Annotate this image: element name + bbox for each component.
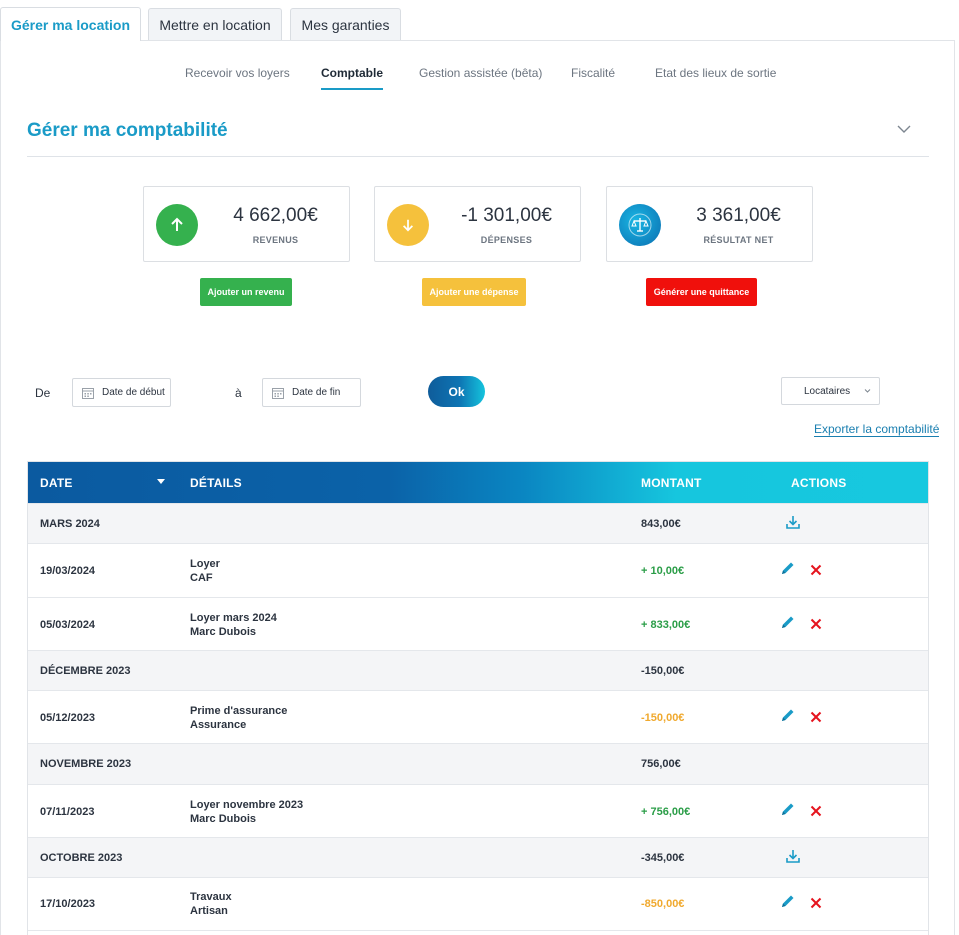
- subnav-recevoir-vos-loyers[interactable]: Recevoir vos loyers: [185, 66, 290, 80]
- group-month: DÉCEMBRE 2023: [40, 665, 131, 677]
- download-icon[interactable]: [785, 514, 801, 530]
- resultat-amount: 3 361,00€: [696, 205, 781, 226]
- table-row: 19/03/2024 Loyer CAF + 10,00€: [28, 543, 928, 597]
- subnav-comptable[interactable]: Comptable: [321, 66, 384, 90]
- revenus-label: REVENUS: [252, 235, 299, 245]
- end-date-field[interactable]: Date de fin: [262, 378, 361, 407]
- resultat-label: RÉSULTAT NET: [703, 235, 774, 245]
- entry-detail-sub: CAF: [190, 572, 213, 584]
- table-row: 05/03/2024 Loyer mars 2024 Marc Dubois +…: [28, 597, 928, 650]
- entry-amount: + 833,00€: [641, 619, 691, 631]
- edit-pencil-icon[interactable]: [780, 614, 796, 630]
- ok-button[interactable]: Ok: [428, 376, 485, 407]
- group-amount: 756,00€: [641, 758, 681, 770]
- add-expense-button[interactable]: Ajouter une dépense: [422, 278, 526, 306]
- from-label: De: [35, 386, 51, 400]
- edit-pencil-icon[interactable]: [780, 707, 796, 723]
- entry-detail-title: Loyer: [190, 558, 220, 570]
- entry-detail-title: Prime d'assurance: [190, 705, 288, 717]
- group-month: MARS 2024: [40, 518, 100, 530]
- header-details: DÉTAILS: [190, 476, 242, 490]
- header-actions: ACTIONS: [791, 476, 847, 490]
- calendar-icon: [82, 387, 94, 399]
- top-tabs: Gérer ma location Mettre en location Mes…: [0, 0, 959, 42]
- table-group-row: MARS 2024 843,00€: [28, 503, 928, 543]
- entry-detail-sub: Assurance: [190, 719, 247, 731]
- summary-card-depenses: -1 301,00€ DÉPENSES: [374, 186, 581, 262]
- entry-amount: + 10,00€: [641, 565, 685, 577]
- delete-x-icon[interactable]: [810, 711, 822, 723]
- entry-date: 07/11/2023: [40, 806, 95, 818]
- edit-pencil-icon[interactable]: [780, 801, 796, 817]
- arrow-down-icon: [387, 204, 429, 246]
- header-date[interactable]: DATE: [40, 476, 73, 490]
- chevron-down-icon[interactable]: [897, 124, 911, 134]
- entry-detail-title: Loyer novembre 2023: [190, 799, 304, 811]
- entry-detail-sub: Artisan: [190, 905, 228, 917]
- table-header: DATE DÉTAILS MONTANT ACTIONS: [28, 462, 928, 503]
- sort-caret-icon[interactable]: [157, 479, 165, 484]
- entry-amount: -850,00€: [641, 898, 685, 910]
- entry-date: 19/03/2024: [40, 565, 96, 577]
- add-revenue-button[interactable]: Ajouter un revenu: [200, 278, 292, 306]
- end-date-placeholder: Date de fin: [292, 387, 341, 398]
- entry-date: 05/03/2024: [40, 619, 96, 631]
- entry-date: 05/12/2023: [40, 712, 96, 724]
- delete-x-icon[interactable]: [810, 618, 822, 630]
- section-divider: [27, 156, 929, 157]
- table-row: 17/10/2023 Travaux Artisan -850,00€: [28, 877, 928, 931]
- depenses-amount: -1 301,00€: [461, 205, 552, 226]
- export-accounting-link[interactable]: Exporter la comptabilité: [814, 422, 940, 437]
- table-group-row: OCTOBRE 2023 -345,00€: [28, 837, 928, 877]
- delete-x-icon[interactable]: [810, 897, 822, 909]
- table-group-row: DÉCEMBRE 2023 -150,00€: [28, 650, 928, 690]
- group-amount: -150,00€: [641, 665, 685, 677]
- start-date-field[interactable]: Date de début: [72, 378, 171, 407]
- tenants-select-value: Locataires: [804, 385, 851, 397]
- accounting-table: DATE DÉTAILS MONTANT ACTIONS MARS 2024 8…: [27, 461, 929, 935]
- summary-card-resultat: 3 361,00€ RÉSULTAT NET: [606, 186, 813, 262]
- tab-mettre-en-location[interactable]: Mettre en location: [148, 8, 282, 40]
- group-month: OCTOBRE 2023: [40, 852, 123, 864]
- download-icon[interactable]: [785, 848, 801, 864]
- table-group-row: NOVEMBRE 2023 756,00€: [28, 743, 928, 784]
- start-date-placeholder: Date de début: [102, 387, 165, 398]
- entry-detail-sub: Marc Dubois: [190, 626, 257, 638]
- tenants-select[interactable]: Locataires: [781, 377, 880, 405]
- entry-amount: -150,00€: [641, 712, 685, 724]
- subnav-fiscalite[interactable]: Fiscalité: [571, 66, 616, 80]
- entry-detail-title: Loyer mars 2024: [190, 612, 277, 624]
- summary-card-revenus: 4 662,00€ REVENUS: [143, 186, 350, 262]
- calendar-icon: [272, 387, 284, 399]
- revenus-amount: 4 662,00€: [233, 205, 318, 226]
- arrow-up-icon: [156, 204, 198, 246]
- entry-amount: + 756,00€: [641, 806, 691, 818]
- subnav-gestion-assistee[interactable]: Gestion assistée (bêta): [419, 66, 543, 80]
- table-row: 07/11/2023 Loyer novembre 2023 Marc Dubo…: [28, 784, 928, 837]
- table-row: 05/12/2023 Prime d'assurance Assurance -…: [28, 690, 928, 743]
- scale-icon: [619, 204, 661, 246]
- entry-detail-title: Travaux: [190, 891, 232, 903]
- section-title: Gérer ma comptabilité: [27, 120, 228, 141]
- depenses-label: DÉPENSES: [480, 235, 533, 245]
- group-amount: -345,00€: [641, 852, 685, 864]
- group-amount: 843,00€: [641, 518, 681, 530]
- delete-x-icon[interactable]: [810, 805, 822, 817]
- delete-x-icon[interactable]: [810, 564, 822, 576]
- edit-pencil-icon[interactable]: [780, 893, 796, 909]
- chevron-down-icon: [864, 389, 871, 393]
- subnav-etat-des-lieux[interactable]: Etat des lieux de sortie: [655, 66, 777, 80]
- tab-mes-garanties[interactable]: Mes garanties: [290, 8, 401, 40]
- header-amount: MONTANT: [641, 476, 702, 490]
- entry-detail-sub: Marc Dubois: [190, 813, 257, 825]
- tab-gerer-ma-location[interactable]: Gérer ma location: [0, 7, 141, 41]
- generate-receipt-button[interactable]: Générer une quittance: [646, 278, 757, 306]
- edit-pencil-icon[interactable]: [780, 560, 796, 576]
- group-month: NOVEMBRE 2023: [40, 758, 132, 770]
- sub-nav: Recevoir vos loyers Comptable Gestion as…: [0, 66, 959, 92]
- to-label: à: [235, 386, 242, 400]
- entry-date: 17/10/2023: [40, 898, 96, 910]
